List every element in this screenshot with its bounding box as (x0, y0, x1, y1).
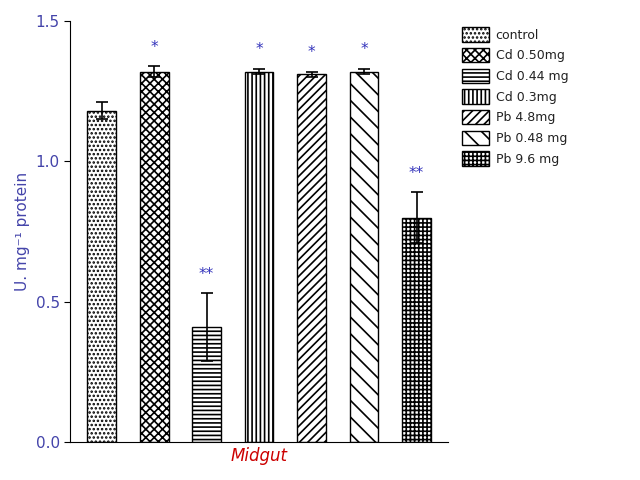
Text: *: * (308, 45, 316, 60)
Bar (192, 327, 221, 442)
Bar (402, 217, 431, 442)
Text: *: * (360, 43, 368, 58)
Text: *: * (255, 43, 263, 58)
Text: **: ** (199, 267, 214, 282)
Bar (297, 74, 326, 442)
Y-axis label: U. mg⁻¹ protein: U. mg⁻¹ protein (15, 172, 30, 291)
Bar (140, 72, 168, 442)
Text: *: * (150, 40, 158, 55)
Bar (244, 72, 273, 442)
Bar (349, 72, 378, 442)
Bar (87, 111, 116, 442)
Legend: control, Cd 0.50mg, Cd 0.44 mg, Cd 0.3mg, Pb 4.8mg, Pb 0.48 mg, Pb 9.6 mg: control, Cd 0.50mg, Cd 0.44 mg, Cd 0.3mg… (462, 27, 568, 166)
Text: **: ** (409, 166, 424, 181)
